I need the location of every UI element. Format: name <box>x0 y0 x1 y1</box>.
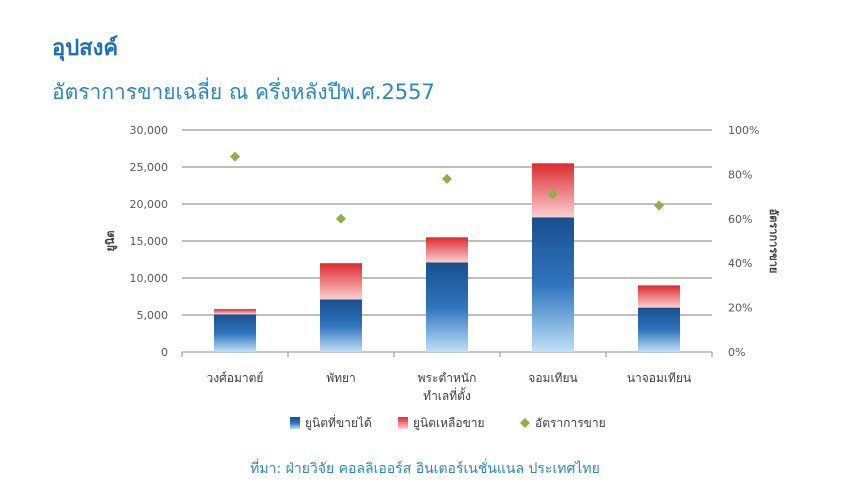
y-tick-label: 0 <box>161 346 168 359</box>
y2-tick-label: 80% <box>728 168 752 181</box>
bar-units-sold <box>320 299 362 352</box>
y2-tick-label: 0% <box>728 346 745 359</box>
legend-swatch <box>520 418 530 428</box>
x-category-label: นาจอมเทียน <box>627 371 691 385</box>
sales-rate-marker <box>548 189 558 200</box>
bar-units-sold <box>214 314 256 352</box>
bar-units-remaining <box>320 263 362 300</box>
y-tick-label: 15,000 <box>130 235 169 248</box>
x-category-label: วงศ์อมาตย์ <box>207 371 264 385</box>
bar-units-sold <box>426 262 468 352</box>
y-tick-label: 10,000 <box>130 272 169 285</box>
sales-rate-marker <box>336 213 346 224</box>
y-tick-label: 5,000 <box>137 309 169 322</box>
legend-label: อัตราการขาย <box>535 416 606 430</box>
x-category-label: จอมเทียน <box>528 371 577 385</box>
y2-tick-label: 40% <box>728 257 752 270</box>
bar-units-remaining <box>426 237 468 263</box>
bar-units-sold <box>532 217 574 352</box>
y-axis-title: ยูนิต <box>104 230 118 251</box>
x-category-label: พระตำหนักทำเลที่ตั้ง <box>418 371 477 403</box>
y-tick-label: 25,000 <box>130 161 169 174</box>
y2-tick-label: 20% <box>728 302 752 315</box>
chart-subtitle: อัตราการขายเฉลี่ย ณ ครึ่งหลังปีพ.ศ.2557 <box>52 80 435 104</box>
page-title: อุปสงค์ <box>52 36 119 61</box>
y2-axis-title: อัตราการขาย <box>767 209 780 274</box>
chart: 0 5,000 10,000 15,000 20,000 25,000 30,000 0% 20… <box>104 124 780 431</box>
legend-label: ยูนิตที่ขายได้ <box>305 414 372 431</box>
bar-units-remaining <box>214 309 256 315</box>
sales-rate-marker <box>442 173 452 184</box>
y-tick-label: 30,000 <box>130 124 169 137</box>
bar-units-sold <box>638 307 680 352</box>
sales-rate-marker <box>654 200 664 211</box>
y-tick-label: 20,000 <box>130 198 169 211</box>
legend-label: ยูนิตเหลือขาย <box>413 416 485 431</box>
y2-tick-label: 100% <box>728 124 759 137</box>
source-note: ที่มา: ฝ่ายวิจัย คอลลิเออร์ส อินเตอร์เนช… <box>250 461 600 477</box>
x-category-label: พัทยา <box>326 371 356 385</box>
legend-swatch <box>290 417 300 429</box>
sales-rate-marker <box>230 151 240 162</box>
legend-swatch <box>398 417 408 429</box>
bar-units-remaining <box>638 285 680 308</box>
y2-tick-label: 60% <box>728 213 752 226</box>
